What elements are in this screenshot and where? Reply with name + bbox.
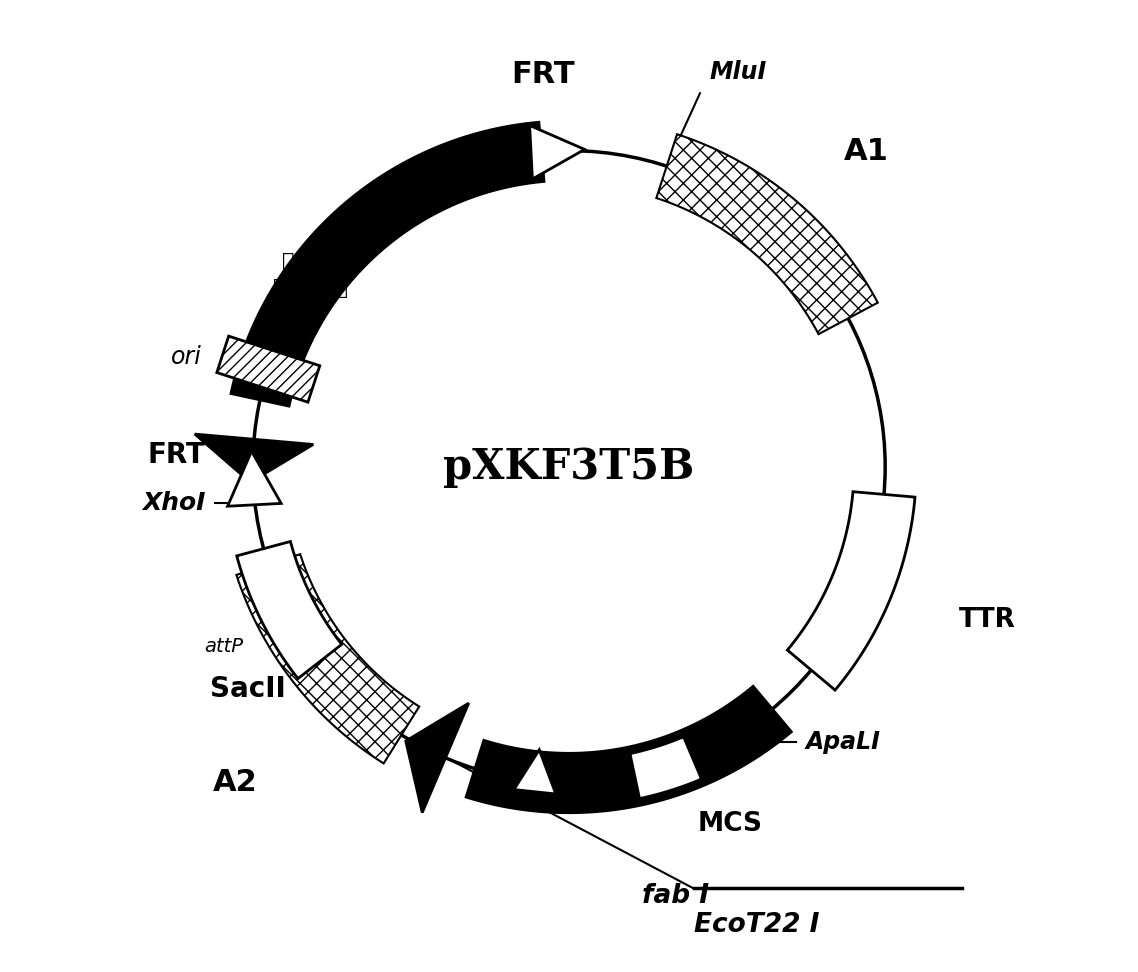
Text: ori: ori — [171, 345, 201, 368]
Text: TTR: TTR — [959, 608, 1016, 634]
Text: EcoT22 I: EcoT22 I — [693, 913, 819, 938]
Polygon shape — [787, 492, 915, 690]
Text: attP: attP — [205, 638, 244, 656]
Text: FRT: FRT — [148, 440, 205, 469]
Text: 抗生素 β
抗性筛选基因: 抗生素 β 抗性筛选基因 — [273, 252, 348, 298]
Polygon shape — [467, 686, 791, 813]
Text: XhoI: XhoI — [142, 491, 205, 514]
Text: FRT: FRT — [511, 60, 575, 88]
Polygon shape — [406, 703, 469, 813]
Polygon shape — [231, 122, 544, 406]
Text: P: P — [571, 778, 591, 804]
Text: ApaLI: ApaLI — [806, 730, 880, 754]
Polygon shape — [195, 434, 313, 482]
Polygon shape — [514, 749, 555, 794]
Text: A1: A1 — [843, 137, 889, 166]
Polygon shape — [217, 336, 320, 402]
Text: SacII: SacII — [209, 675, 286, 703]
Polygon shape — [630, 737, 701, 799]
Text: A2: A2 — [213, 769, 257, 797]
Polygon shape — [237, 541, 341, 678]
Text: MCS: MCS — [698, 812, 762, 837]
Text: fab I: fab I — [642, 884, 709, 910]
Polygon shape — [228, 451, 281, 506]
Polygon shape — [529, 125, 585, 179]
Text: pXKF3T5B: pXKF3T5B — [444, 446, 694, 488]
Polygon shape — [237, 554, 419, 763]
Text: MluI: MluI — [710, 59, 767, 84]
Polygon shape — [657, 134, 877, 334]
